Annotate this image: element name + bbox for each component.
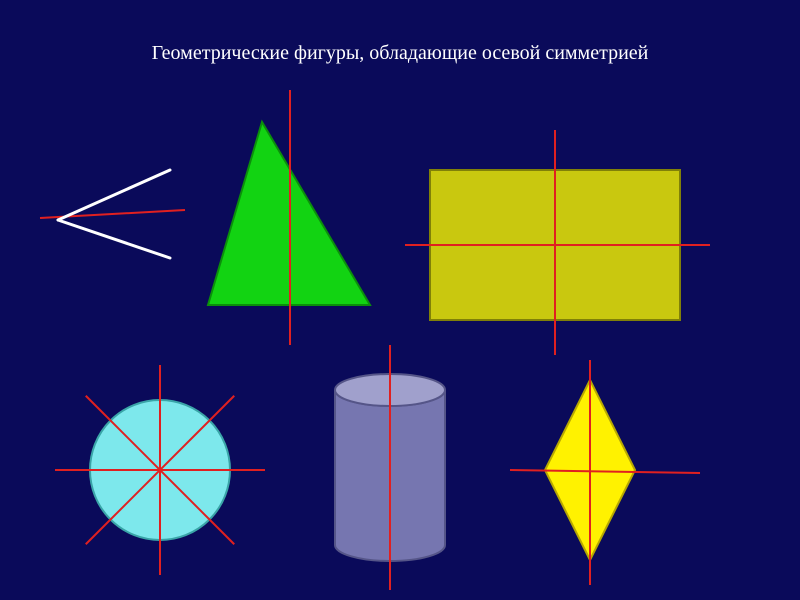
shapes-canvas [0,0,800,600]
slide-title: Геометрические фигуры, обладающие осевой… [0,42,800,65]
slide: Геометрические фигуры, обладающие осевой… [0,0,800,600]
